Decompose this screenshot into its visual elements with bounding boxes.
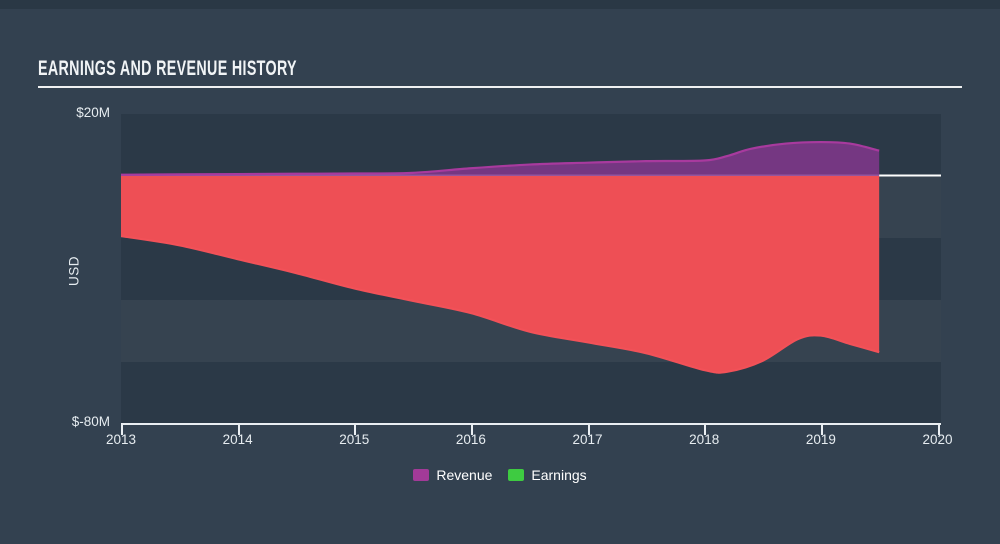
- legend-swatch-earnings: [508, 469, 525, 481]
- plot-area[interactable]: [121, 114, 941, 424]
- legend-label-revenue: Revenue: [436, 467, 493, 483]
- legend-label-earnings: Earnings: [531, 467, 587, 483]
- x-tick-label-2018: 2018: [689, 432, 720, 447]
- x-tick-label-2016: 2016: [455, 432, 486, 447]
- x-tick-2014: [237, 425, 240, 435]
- x-tick-2018: [704, 425, 707, 435]
- plot-svg: [121, 140, 941, 374]
- y-axis-label-bottom: $-80M: [71, 414, 110, 429]
- legend: Revenue Earnings: [0, 466, 1000, 484]
- x-tick-label-2019: 2019: [805, 432, 836, 447]
- x-tick-label-2020: 2020: [922, 432, 953, 447]
- x-tick-2013: [121, 425, 123, 435]
- x-tick-2017: [587, 425, 590, 435]
- x-tick-2016: [470, 425, 473, 435]
- area-earnings: [121, 175, 880, 373]
- chart-title: EARNINGS AND REVENUE HISTORY: [38, 57, 297, 80]
- x-axis-line: [121, 423, 941, 425]
- legend-swatch-revenue: [413, 469, 430, 481]
- x-tick-2019: [820, 425, 823, 435]
- y-axis-title: USD: [66, 255, 82, 287]
- x-tick-label-2014: 2014: [222, 432, 253, 447]
- line-earnings: [121, 234, 880, 374]
- x-tick-2015: [354, 425, 357, 435]
- legend-entry-revenue[interactable]: Revenue: [413, 467, 492, 483]
- line-revenue: [121, 140, 880, 176]
- x-tick-2020: [937, 425, 940, 435]
- x-tick-label-2015: 2015: [339, 432, 370, 447]
- top-strip: [0, 0, 1000, 9]
- x-tick-label-2013: 2013: [105, 432, 137, 447]
- title-underline: [38, 86, 962, 88]
- area-revenue: [121, 142, 880, 176]
- x-tick-label-2017: 2017: [572, 432, 603, 447]
- y-axis-label-top: $20M: [76, 105, 110, 120]
- legend-entry-earnings[interactable]: Earnings: [508, 467, 587, 483]
